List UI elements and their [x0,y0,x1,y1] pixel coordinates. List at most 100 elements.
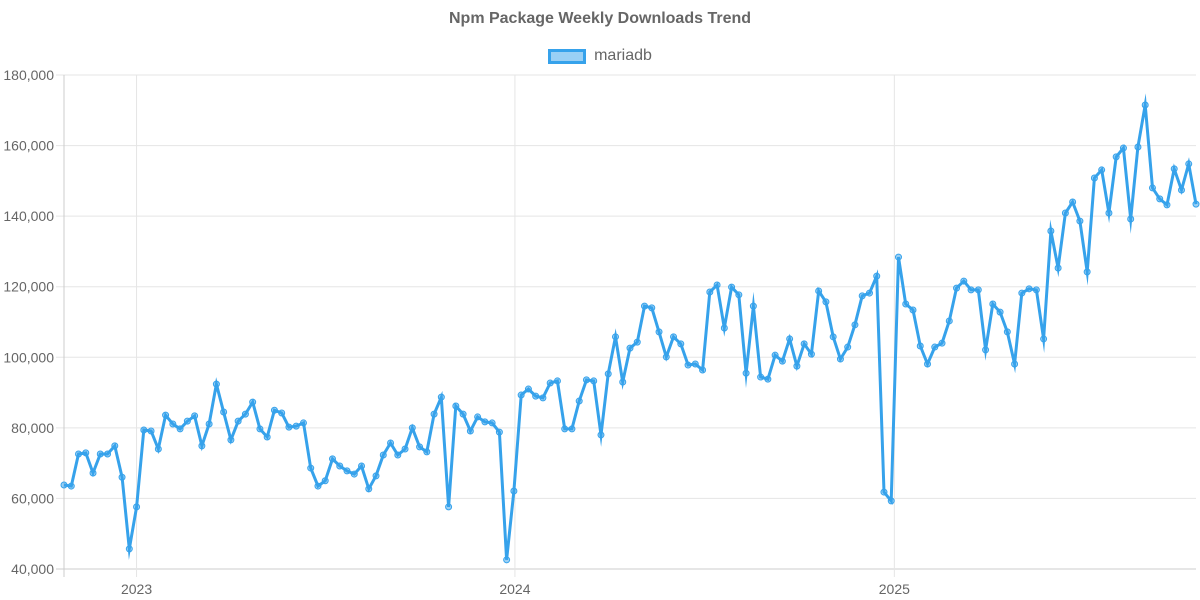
data-point [1177,186,1185,194]
data-point [916,342,924,350]
data-point [713,281,721,289]
data-point [408,424,416,432]
data-point [706,288,714,296]
data-point [205,420,213,428]
data-point [249,398,257,406]
data-point [1076,217,1084,225]
data-point [503,556,511,564]
legend-swatch-mariadb[interactable] [548,48,587,64]
data-point [459,410,467,418]
data-point [336,462,344,470]
data-point [1032,286,1040,294]
data-point [437,393,445,401]
data-point [227,436,235,444]
data-point [452,402,460,410]
data-point [1185,160,1193,168]
data-point [1141,101,1149,109]
data-point [641,302,649,310]
data-point [582,376,590,384]
data-point [764,375,772,383]
data-point [1061,209,1069,217]
y-tick-label: 180,000 [3,67,54,83]
data-point [807,350,815,358]
chart-title: Npm Package Weekly Downloads Trend [448,10,752,27]
x-tick-label: 2024 [499,581,530,597]
data-point [263,433,271,441]
data-point [532,392,540,400]
data-point [285,423,293,431]
data-point [524,385,532,393]
data-point [967,286,975,294]
data-point [104,450,112,458]
data-point [416,443,424,451]
data-point [829,333,837,341]
data-point [1018,289,1026,297]
data-point [931,343,939,351]
data-point [147,427,155,435]
y-tick-label: 80,000 [11,420,54,436]
y-axis: 40,000 60,000 80,000 100,000 120,000 140,000 1… [3,67,54,577]
data-point [1112,153,1120,161]
data-point [894,253,902,261]
legend-label-mariadb[interactable]: mariadb [594,47,652,64]
data-point [786,335,794,343]
data-point [742,369,750,377]
data-point [546,379,554,387]
data-point [474,413,482,421]
x-tick-label: 2025 [879,581,910,597]
data-point [1047,227,1055,235]
data-point [220,408,228,416]
data-point [1148,184,1156,192]
data-point [1090,174,1098,182]
grid [56,74,1196,577]
data-point [67,482,75,490]
data-point [887,497,895,505]
data-point [720,324,728,332]
data-point [372,472,380,480]
data-point [793,362,801,370]
data-point [292,422,300,430]
data-point [575,397,583,405]
data-point [307,464,315,472]
data-point [1069,198,1077,206]
data-point [982,346,990,354]
series-mariadb [60,93,1200,564]
data-point [662,353,670,361]
data-point [125,545,133,553]
data-point [256,425,264,433]
data-point [938,339,946,347]
y-tick-label: 60,000 [11,490,54,506]
data-point [633,338,641,346]
data-point [241,410,249,418]
data-point [1011,360,1019,368]
data-point [880,488,888,496]
x-tick-label: 2023 [121,581,152,597]
data-point [510,487,518,495]
data-point [321,477,329,485]
data-point [154,445,162,453]
data-point [401,445,409,453]
data-point [865,289,873,297]
data-point [1105,209,1113,217]
x-axis: 2023 2024 2025 [121,581,910,597]
data-point [749,302,757,310]
y-tick-label: 100,000 [3,349,54,365]
data-point [1134,143,1142,151]
data-point [1119,144,1127,152]
data-point [1083,268,1091,276]
data-point [140,426,148,434]
data-point [924,360,932,368]
data-point [191,412,199,420]
data-point [945,317,953,325]
data-point [75,450,83,458]
data-point [822,298,830,306]
data-point [270,406,278,414]
data-point [198,442,206,450]
data-point [495,428,503,436]
data-point [1170,165,1178,173]
y-tick-label: 160,000 [3,138,54,154]
data-point [89,469,97,477]
data-point [568,425,576,433]
data-point [314,482,322,490]
